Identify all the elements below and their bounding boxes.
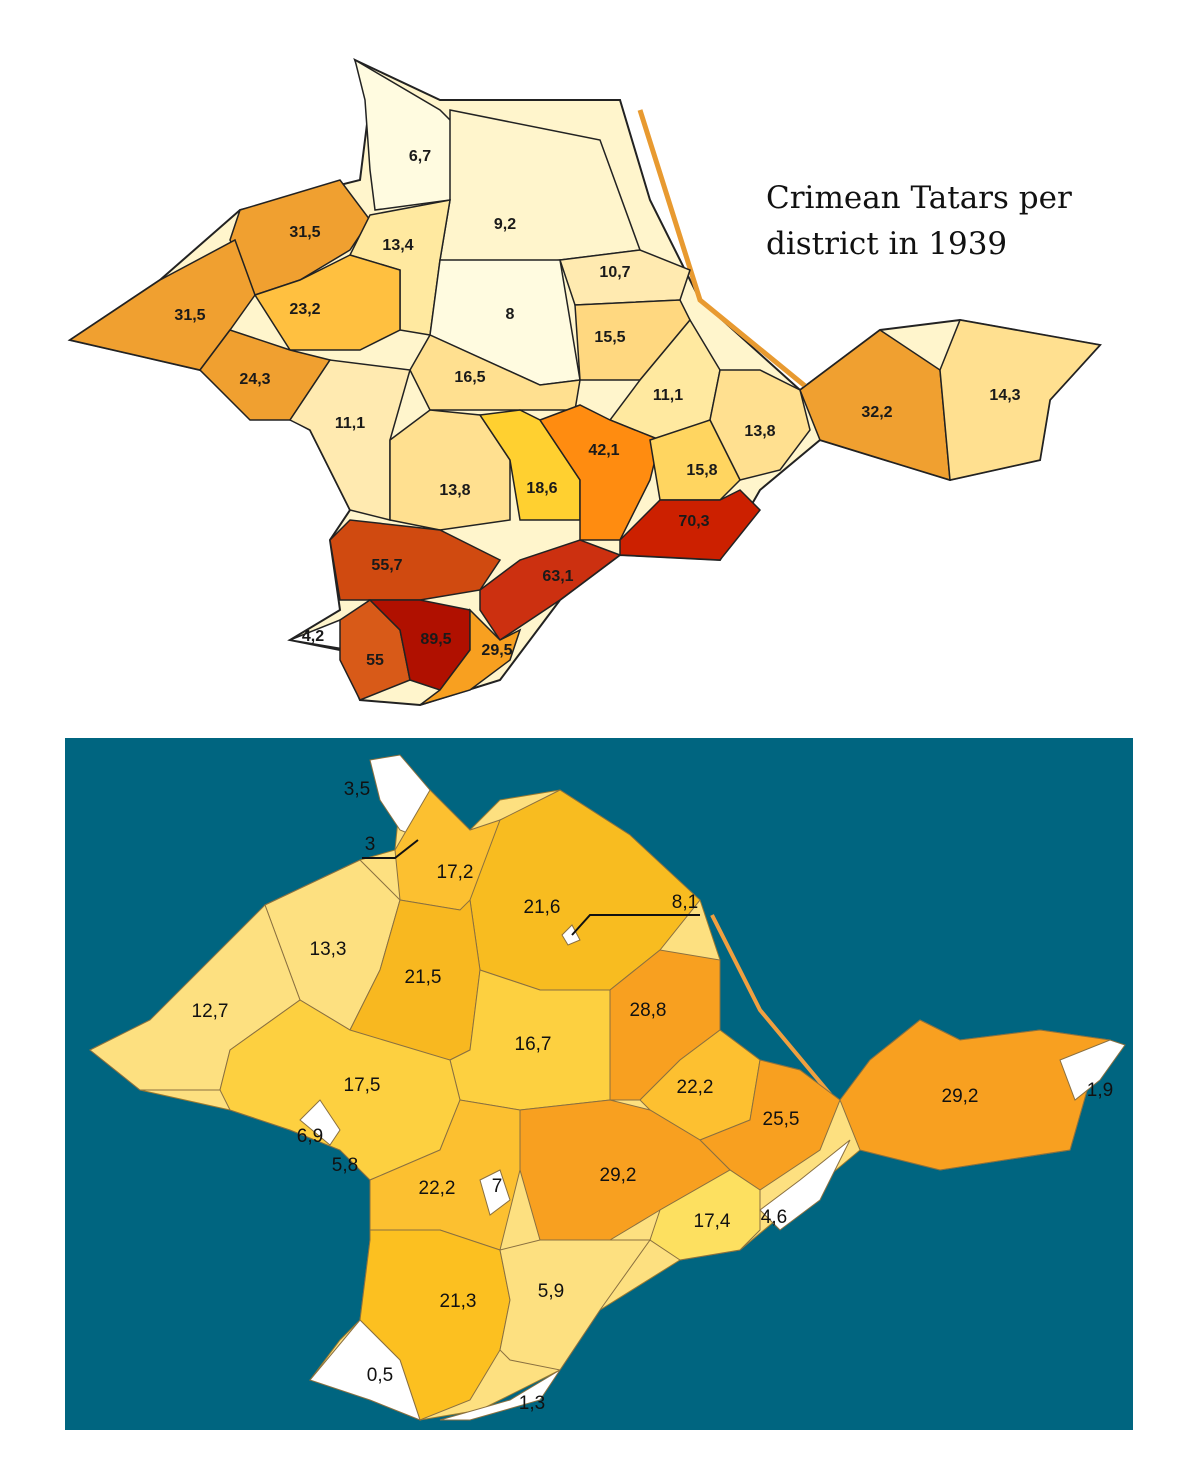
district-label: 22,2 (419, 1178, 456, 1199)
district-label: 5,8 (332, 1155, 358, 1176)
leader-line (362, 839, 419, 859)
district-label: 42,1 (588, 442, 619, 459)
district-label: 11,1 (653, 387, 683, 404)
district-label: 21,3 (440, 1291, 477, 1312)
leader-lines (362, 839, 700, 936)
district-label: 21,5 (405, 967, 442, 988)
district-label: 18,6 (526, 480, 557, 497)
district-label: 10,7 (599, 264, 630, 281)
district-label: 1,3 (519, 1393, 545, 1414)
district-label: 12,7 (192, 1001, 229, 1022)
district-label: 29,2 (600, 1165, 637, 1186)
district-label: 17,5 (344, 1075, 381, 1096)
district-label: 13,8 (744, 423, 775, 440)
district (409, 334, 581, 411)
district-label: 55,7 (371, 557, 402, 574)
district-label: 11,1 (335, 415, 365, 432)
district (1059, 1039, 1126, 1101)
district (939, 319, 1102, 481)
district-label: 29,2 (942, 1086, 979, 1107)
district (499, 1239, 651, 1371)
district (253, 254, 401, 351)
district-label: 63,1 (542, 568, 573, 585)
district (299, 1099, 341, 1146)
district-label: 6,9 (297, 1126, 323, 1147)
district-label: 22,2 (677, 1077, 714, 1098)
title-line: Crimean Tatars per (766, 180, 1072, 216)
district-label: 28,8 (630, 1000, 667, 1021)
district-label: 7 (492, 1176, 503, 1197)
arabat-spit (710, 914, 837, 1102)
district-label: 0,5 (367, 1365, 393, 1386)
district-label: 13,8 (439, 482, 470, 499)
district (709, 369, 811, 481)
district-label: 29,5 (481, 642, 512, 659)
map-1939 (67, 58, 1102, 707)
district (561, 924, 581, 946)
district (619, 489, 762, 561)
district (419, 608, 522, 706)
district-label: 55 (366, 652, 384, 669)
district-label: 5,9 (538, 1281, 564, 1302)
district-label: 25,5 (763, 1109, 800, 1130)
district-label: 23,2 (289, 301, 320, 318)
district (309, 1319, 421, 1421)
district-label: 13,3 (310, 939, 347, 960)
district (479, 539, 622, 642)
district-label: 31,5 (174, 307, 205, 324)
district (649, 419, 741, 501)
district-label: 8,1 (672, 892, 698, 913)
district-label: 13,4 (382, 237, 413, 254)
district (359, 1229, 511, 1421)
district (353, 58, 461, 211)
district-label: 4,6 (761, 1207, 787, 1228)
district-label: 1,9 (1087, 1080, 1113, 1101)
district-label: 9,2 (494, 216, 516, 233)
district-label: 15,8 (686, 462, 717, 479)
district-label: 14,3 (989, 387, 1020, 404)
district-label: 15,5 (594, 329, 625, 346)
district-label: 4,2 (302, 628, 324, 645)
district-label: 21,6 (524, 897, 561, 918)
district-label: 24,3 (239, 371, 270, 388)
district-label: 17,2 (437, 862, 474, 883)
district-label: 16,7 (515, 1034, 552, 1055)
district (649, 1169, 761, 1261)
district-label: 3,5 (344, 779, 370, 800)
district (389, 409, 511, 531)
map-recent (89, 754, 1126, 1421)
district-label: 3 (365, 834, 376, 855)
arabat-spit (637, 109, 812, 392)
district (759, 1139, 851, 1231)
district (558, 249, 691, 306)
title-line: district in 1939 (766, 226, 1007, 262)
leader-line (571, 914, 700, 936)
district-label: 17,4 (694, 1211, 731, 1232)
district-label: 31,5 (289, 224, 320, 241)
district-label: 70,3 (678, 513, 709, 530)
district-label: 8 (506, 306, 515, 323)
district (538, 404, 661, 541)
district-label: 6,7 (409, 148, 431, 165)
district (439, 1369, 561, 1421)
district-label: 89,5 (420, 631, 451, 648)
district (479, 1169, 511, 1216)
district-label: 16,5 (454, 369, 485, 386)
district-label: 32,2 (861, 404, 892, 421)
